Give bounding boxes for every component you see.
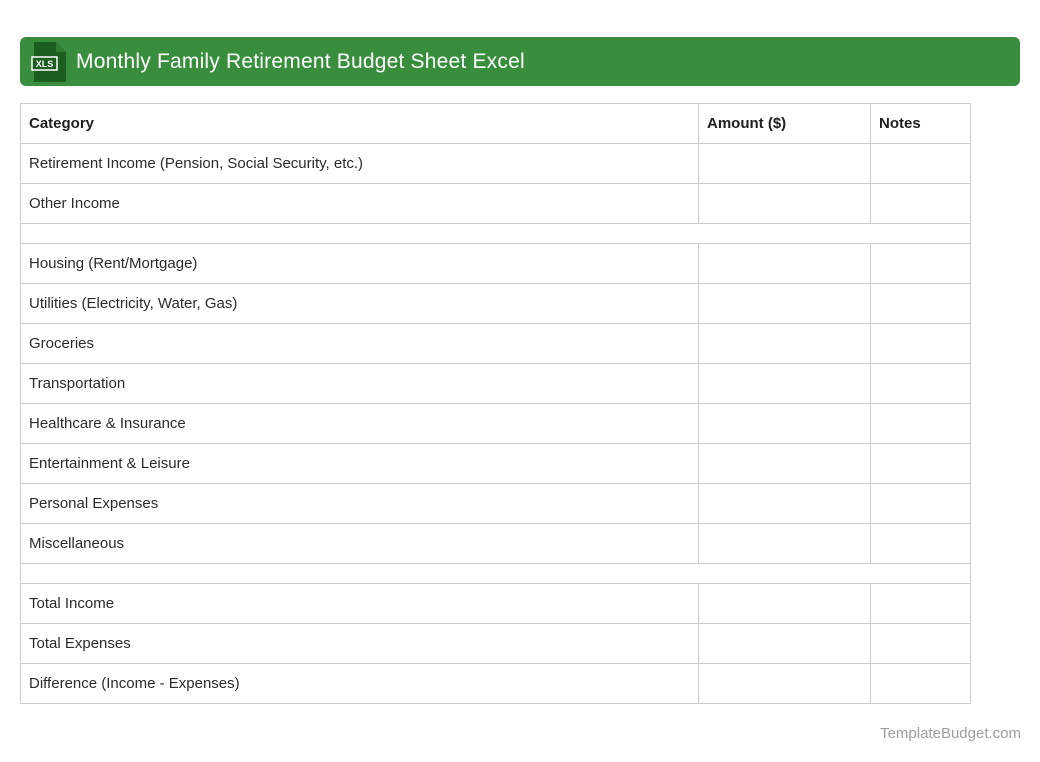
table-row: Housing (Rent/Mortgage) [20,243,971,284]
category-cell: Healthcare & Insurance [20,403,699,444]
amount-cell [698,623,871,664]
category-cell: Total Expenses [20,623,699,664]
notes-cell [870,583,971,624]
category-cell: Retirement Income (Pension, Social Secur… [20,143,699,184]
category-cell: Housing (Rent/Mortgage) [20,243,699,284]
spacer-row [20,223,971,244]
category-cell: Miscellaneous [20,523,699,564]
amount-cell [698,323,871,364]
amount-cell [698,183,871,224]
spacer-cell [20,563,971,584]
amount-cell [698,583,871,624]
table-row: Difference (Income - Expenses) [20,663,971,704]
table-row: Retirement Income (Pension, Social Secur… [20,143,971,184]
amount-cell [698,523,871,564]
category-cell: Utilities (Electricity, Water, Gas) [20,283,699,324]
table-row: Transportation [20,363,971,404]
xls-file-icon: XLS [31,41,66,82]
table-row: Miscellaneous [20,523,971,564]
table-row: Utilities (Electricity, Water, Gas) [20,283,971,324]
category-cell: Transportation [20,363,699,404]
notes-cell [870,483,971,524]
notes-cell [870,663,971,704]
amount-cell [698,243,871,284]
page-title: Monthly Family Retirement Budget Sheet E… [76,49,525,73]
category-cell: Difference (Income - Expenses) [20,663,699,704]
footer-site-text: TemplateBudget.com [880,725,1021,742]
category-cell: Personal Expenses [20,483,699,524]
notes-cell [870,363,971,404]
spacer-cell [20,223,971,244]
budget-table: Category Amount ($) Notes Retirement Inc… [20,103,971,704]
notes-cell [870,143,971,184]
notes-cell [870,443,971,484]
table-header-row: Category Amount ($) Notes [20,103,971,144]
amount-cell [698,143,871,184]
amount-cell [698,403,871,444]
notes-cell [870,523,971,564]
column-header-notes: Notes [870,103,971,144]
column-header-category: Category [20,103,699,144]
amount-cell [698,483,871,524]
table-row: Total Income [20,583,971,624]
category-cell: Total Income [20,583,699,624]
column-header-amount: Amount ($) [698,103,871,144]
notes-cell [870,403,971,444]
notes-cell [870,323,971,364]
page-header: XLS Monthly Family Retirement Budget She… [20,37,1020,86]
category-cell: Groceries [20,323,699,364]
table-row: Entertainment & Leisure [20,443,971,484]
amount-cell [698,283,871,324]
amount-cell [698,663,871,704]
notes-cell [870,243,971,284]
amount-cell [698,363,871,404]
category-cell: Other Income [20,183,699,224]
category-cell: Entertainment & Leisure [20,443,699,484]
table-row: Total Expenses [20,623,971,664]
table-row: Personal Expenses [20,483,971,524]
notes-cell [870,623,971,664]
table-row: Healthcare & Insurance [20,403,971,444]
xls-icon-label: XLS [36,59,54,69]
table-row: Groceries [20,323,971,364]
amount-cell [698,443,871,484]
notes-cell [870,283,971,324]
notes-cell [870,183,971,224]
table-row: Other Income [20,183,971,224]
spacer-row [20,563,971,584]
